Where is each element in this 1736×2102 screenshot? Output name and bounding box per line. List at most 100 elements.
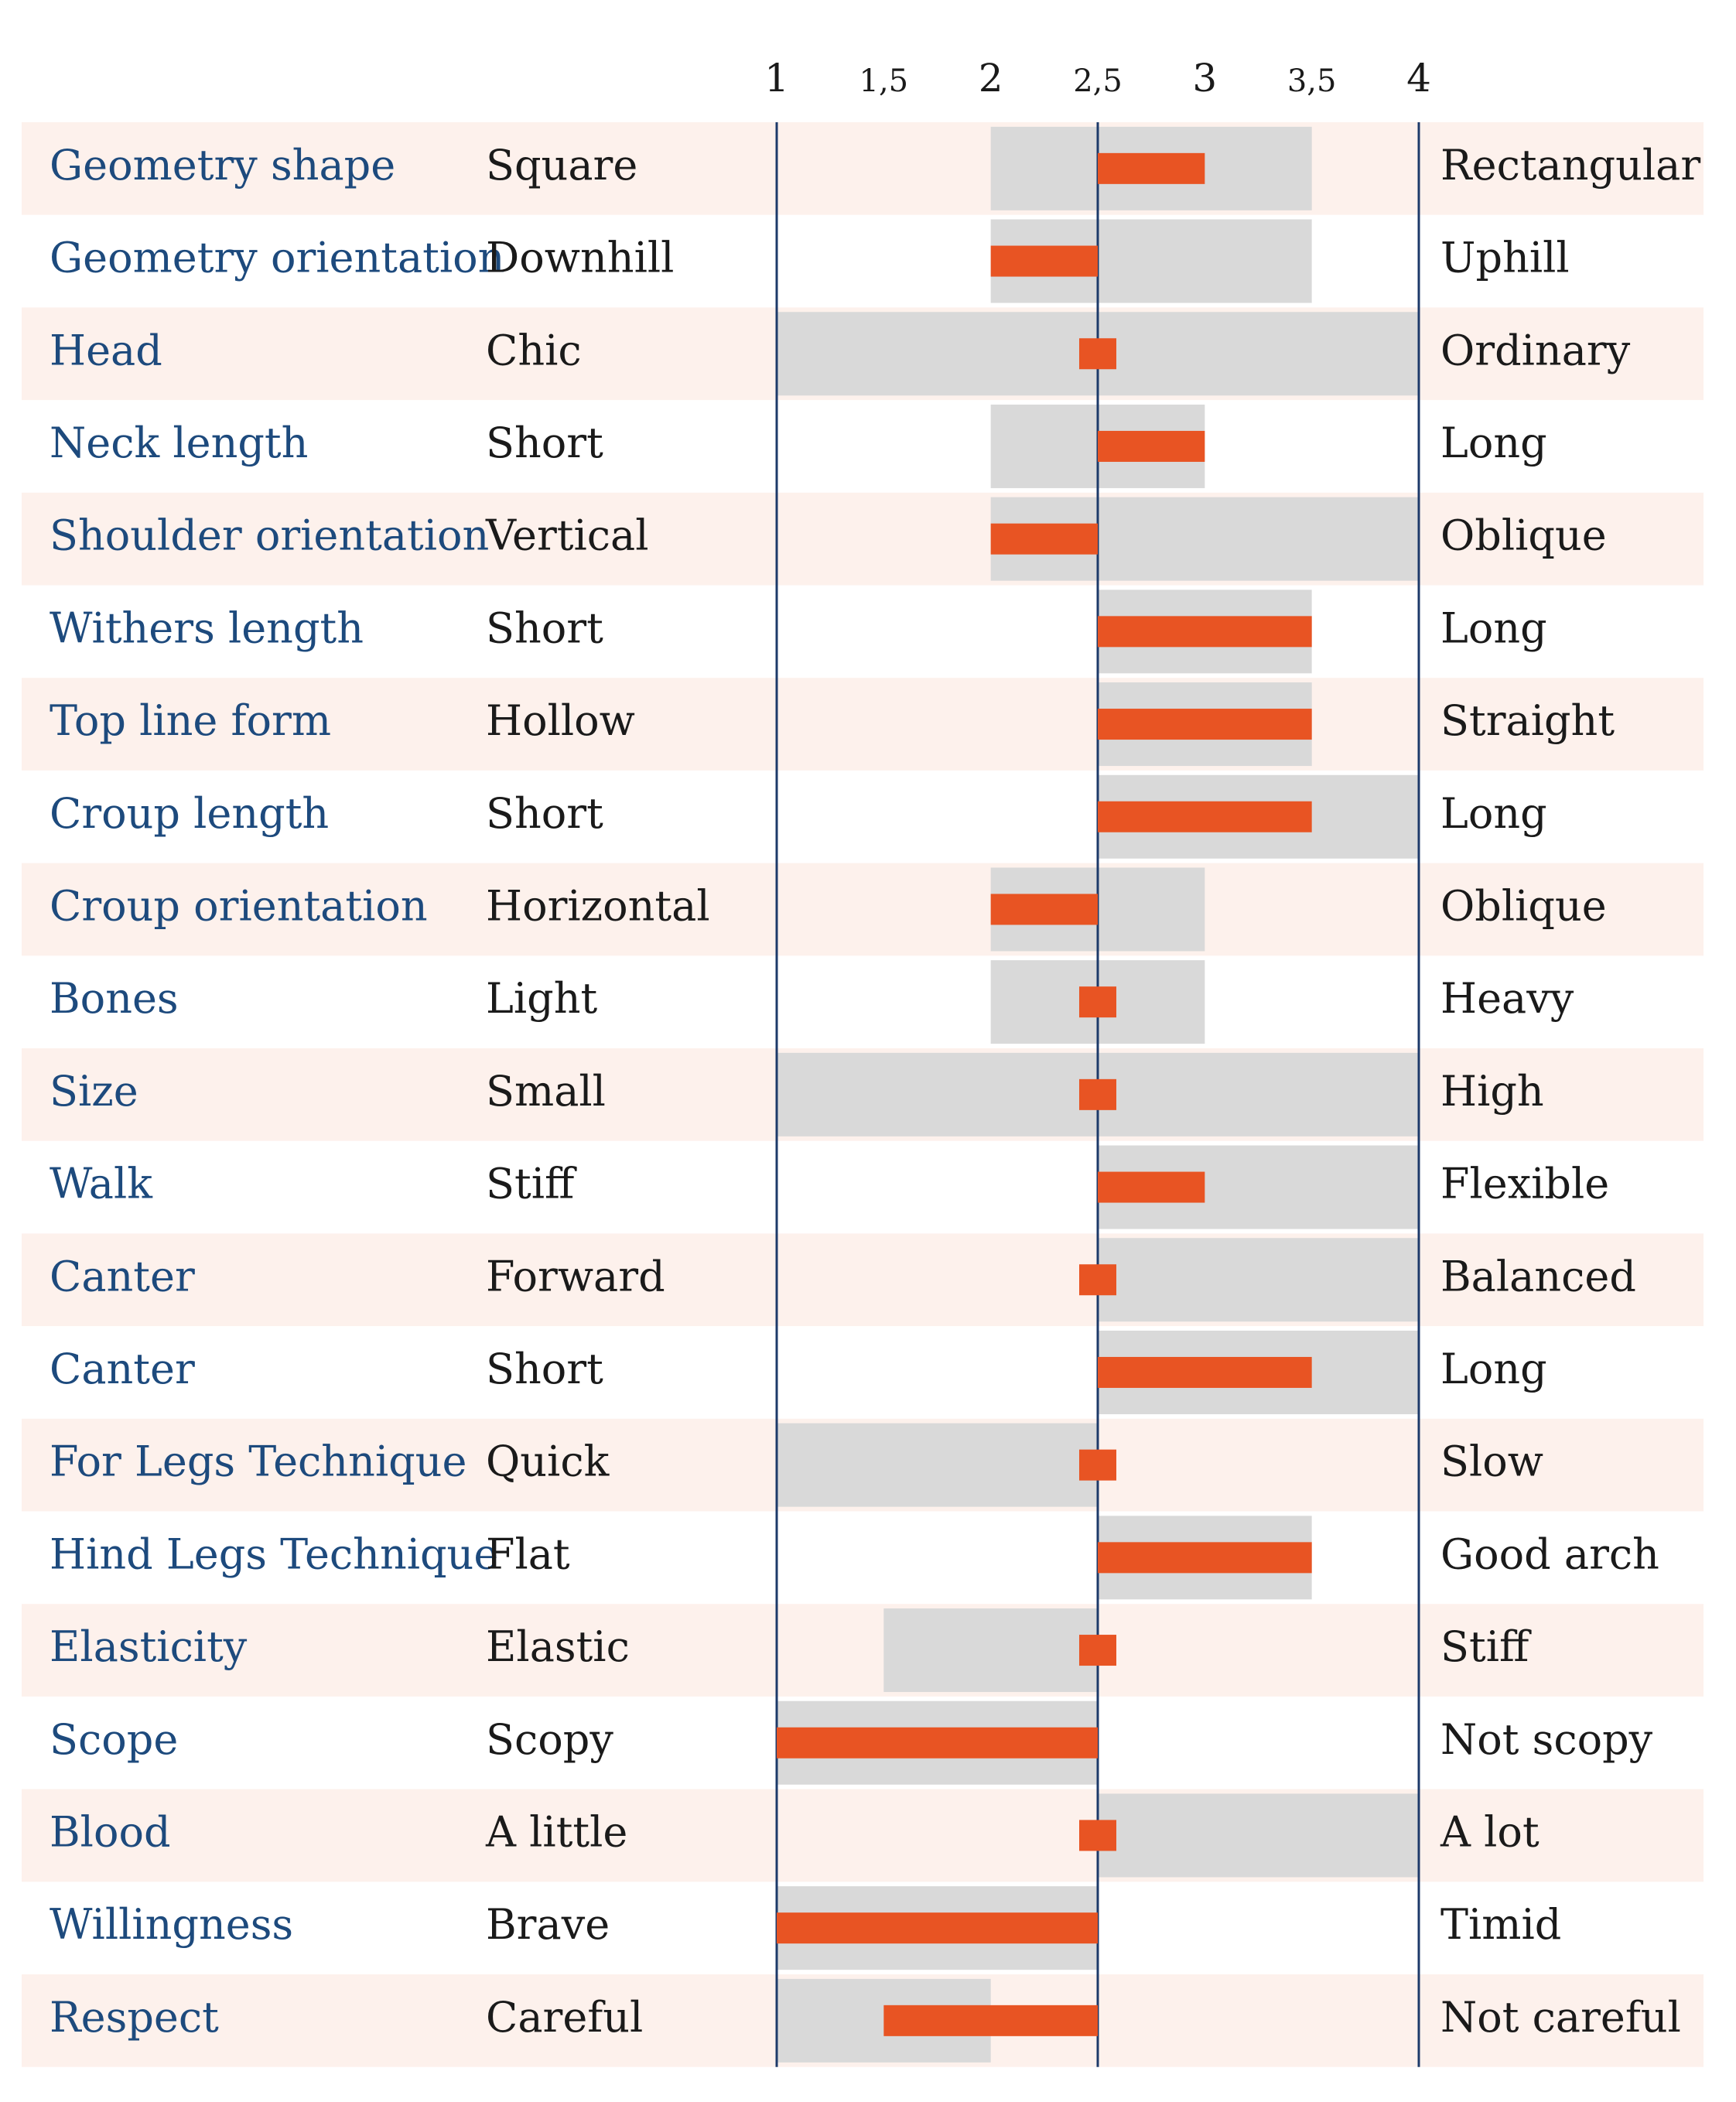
row-labels: Geometry shape Square Rectangular Geometry … [50,141,1700,2042]
high-pole-label: Good arch [1440,1530,1659,1578]
row-stripe [22,863,1704,956]
low-pole-label: Short [486,419,603,467]
high-pole-label: Flexible [1440,1160,1609,1208]
trait-label: Neck length [50,419,308,467]
score-bar [1098,1171,1205,1203]
high-pole-label: Long [1440,789,1547,838]
score-bar [1098,709,1312,740]
row-stripe [22,1604,1704,1697]
high-pole-label: Rectangular [1440,141,1700,190]
x-tick-label: 3,5 [1287,63,1337,99]
x-tick-labels: 1 1,5 2 2,5 3 3,5 4 [764,56,1431,101]
trait-label: Bones [50,974,179,1023]
low-pole-label: Square [486,141,637,190]
trait-label: Canter [50,1252,195,1301]
trait-label: Scope [50,1715,178,1764]
trait-label: Size [50,1067,138,1116]
row-stripe [22,122,1704,215]
low-pole-label: Short [486,789,603,838]
x-tick-label: 3 [1192,56,1217,101]
high-pole-label: Not careful [1440,1993,1681,2042]
high-pole-label: Ordinary [1440,326,1631,374]
low-pole-label: A little [485,1807,627,1856]
score-bar [1079,1078,1116,1110]
trait-label: Shoulder orientation [50,511,489,560]
score-bar [1098,1542,1312,1574]
trait-label: Canter [50,1345,195,1393]
high-pole-label: Stiff [1440,1622,1532,1671]
low-pole-label: Quick [486,1437,610,1486]
high-pole-label: Straight [1440,696,1615,745]
trait-label: Geometry orientation [50,234,504,282]
high-pole-label: Balanced [1440,1252,1636,1301]
trait-label: Withers length [50,603,364,652]
trait-label: Respect [50,1993,219,2042]
score-bar [1079,986,1116,1018]
low-pole-label: Forward [486,1252,665,1301]
range-bar [1098,1793,1419,1878]
low-pole-label: Horizontal [486,881,710,930]
score-bar [1079,1820,1116,1851]
score-bars [777,152,1312,2036]
trait-label: Blood [50,1807,171,1856]
low-pole-label: Careful [486,1993,643,2042]
high-pole-label: High [1440,1067,1544,1116]
high-pole-label: Oblique [1440,881,1607,930]
score-bar [1079,1449,1116,1481]
high-pole-label: Long [1440,1345,1547,1393]
score-bar [1098,801,1312,832]
high-pole-label: Not scopy [1440,1715,1653,1764]
low-pole-label: Light [486,974,597,1023]
score-bar [1098,152,1205,184]
low-pole-label: Vertical [485,511,649,560]
low-pole-label: Short [486,603,603,652]
low-pole-label: Short [486,1345,603,1393]
x-tick-label: 4 [1406,56,1431,101]
high-pole-label: A lot [1440,1807,1540,1856]
score-bar [777,1727,1098,1759]
low-pole-label: Downhill [486,234,674,282]
score-bar [990,894,1098,925]
high-pole-label: Timid [1440,1900,1561,1949]
high-pole-label: Oblique [1440,511,1607,560]
score-bar [1079,1264,1116,1296]
score-bar [883,2005,1098,2036]
score-bar [1098,616,1312,648]
range-bar [1098,1238,1419,1322]
score-bar [1079,1635,1116,1666]
x-tick-label: 2 [979,56,1003,101]
high-pole-label: Long [1440,419,1547,467]
high-pole-label: Uphill [1440,234,1570,282]
low-pole-label: Small [486,1067,606,1116]
low-pole-label: Hollow [486,696,635,745]
trait-label: Croup length [50,789,329,838]
high-pole-label: Long [1440,603,1547,652]
trait-label: Croup orientation [50,881,428,930]
low-pole-label: Chic [486,326,582,374]
low-pole-label: Scopy [486,1715,613,1764]
row-stripe [22,1233,1704,1327]
high-pole-label: Heavy [1440,974,1574,1023]
low-pole-label: Elastic [486,1622,630,1671]
row-stripe [22,492,1704,586]
score-bar [777,1912,1098,1944]
low-pole-label: Stiff [486,1160,577,1208]
row-stripe [22,1789,1704,1882]
trait-label: Head [50,326,162,374]
score-bar [990,523,1098,555]
trait-label: For Legs Technique [50,1437,466,1486]
x-tick-label: 1,5 [859,63,909,99]
low-pole-label: Brave [486,1900,610,1949]
trait-label: Hind Legs Technique [50,1530,498,1578]
score-bar [1098,430,1205,462]
score-bar [1079,338,1116,370]
score-bar [990,245,1098,277]
trait-label: Elasticity [50,1622,248,1671]
high-pole-label: Slow [1440,1437,1543,1486]
trait-label: Walk [50,1160,153,1208]
score-bar [1098,1356,1312,1388]
range-bar [777,1423,1098,1507]
trait-label: Geometry shape [50,141,395,190]
low-pole-label: Flat [486,1530,570,1578]
